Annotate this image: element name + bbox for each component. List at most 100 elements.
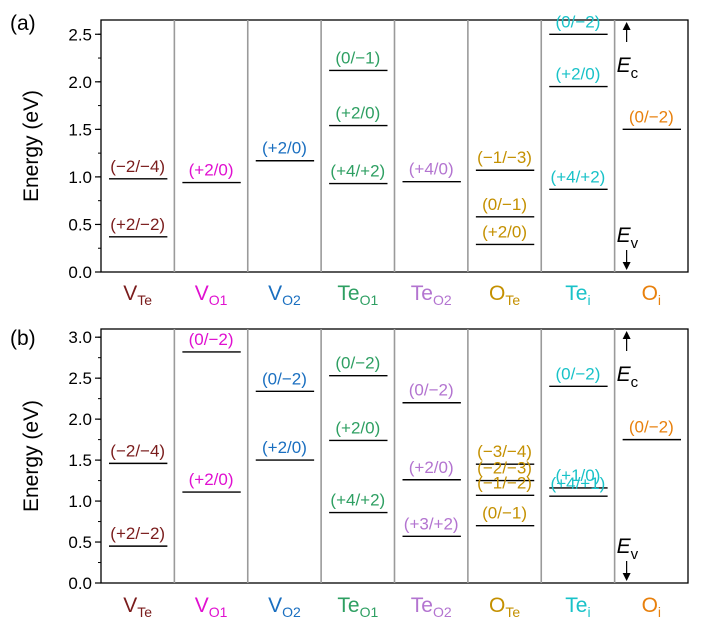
y-tick-label: 2.5 xyxy=(68,369,92,388)
y-tick-label: 0.0 xyxy=(68,263,92,282)
category-name: V xyxy=(195,282,209,305)
y-tick-label: 0.5 xyxy=(68,215,92,234)
category-label-4: TeO2 xyxy=(411,594,452,620)
y-tick-label: 0.5 xyxy=(68,533,92,552)
category-label-7: Oi xyxy=(642,282,661,308)
y-tick-label: 3.0 xyxy=(68,328,92,347)
y-tick-label: 0.0 xyxy=(68,574,92,593)
cbm-symbol: E xyxy=(617,363,632,386)
category-label-3: TeO1 xyxy=(337,594,378,620)
level-label: (+4/+2) xyxy=(330,162,385,181)
level-label: (+2/0) xyxy=(409,458,454,477)
level-label: (+4/0) xyxy=(409,160,454,179)
level-label: (−2/−4) xyxy=(110,441,165,460)
level-label: (+3/+2) xyxy=(404,514,459,533)
y-tick-label: 1.5 xyxy=(68,451,92,470)
category-name: Te xyxy=(565,282,587,305)
panel-label: (a) xyxy=(10,12,36,35)
category-label-0: VTe xyxy=(123,594,152,620)
category-subscript: i xyxy=(658,292,661,308)
category-label-2: VO2 xyxy=(268,282,301,308)
category-label-4: TeO2 xyxy=(411,282,452,308)
category-subscript: Te xyxy=(505,604,520,620)
level-label: (0/−2) xyxy=(262,369,307,388)
category-name: Te xyxy=(411,282,433,305)
level-label: (0/−2) xyxy=(409,381,454,400)
y-axis-label: Energy (eV) xyxy=(20,400,43,512)
vbm-symbol: E xyxy=(617,224,632,247)
level-label: (0/−2) xyxy=(335,354,380,373)
category-name: Te xyxy=(337,594,359,617)
category-label-7: Oi xyxy=(642,594,661,620)
level-label: (−1/−2) xyxy=(477,473,532,492)
y-tick-label: 2.5 xyxy=(68,25,92,44)
level-label: (+2/−2) xyxy=(110,524,165,543)
category-subscript: O2 xyxy=(433,292,452,308)
category-subscript: Te xyxy=(505,292,520,308)
category-label-1: VO1 xyxy=(195,282,228,308)
category-name: V xyxy=(123,594,137,617)
y-axis-label: Energy (eV) xyxy=(20,90,43,202)
category-subscript: O2 xyxy=(282,292,301,308)
level-label: (0/−2) xyxy=(555,364,600,383)
level-label: (−2/−4) xyxy=(110,157,165,176)
category-name: Te xyxy=(565,594,587,617)
level-label: (+2/0) xyxy=(335,418,380,437)
category-subscript: i xyxy=(587,604,590,620)
y-tick-label: 1.0 xyxy=(68,492,92,511)
vbm-arrow-icon xyxy=(622,262,631,270)
level-label: (+1/0) xyxy=(555,466,600,485)
category-label-5: OTe xyxy=(489,594,520,620)
category-name: O xyxy=(642,594,658,617)
y-tick-label: 1.0 xyxy=(68,168,92,187)
category-subscript: O1 xyxy=(209,292,228,308)
level-label: (+2/0) xyxy=(482,222,527,241)
category-label-6: Tei xyxy=(565,282,590,308)
level-label: (+2/0) xyxy=(262,139,307,158)
category-name: Te xyxy=(411,594,433,617)
level-label: (0/−2) xyxy=(189,330,234,349)
category-subscript: Te xyxy=(137,292,152,308)
category-name: V xyxy=(268,594,282,617)
level-label: (+2/0) xyxy=(189,161,234,180)
level-label: (+4/+1) xyxy=(551,474,606,493)
level-label: (+2/0) xyxy=(262,438,307,457)
level-label: (+4/+2) xyxy=(330,491,385,510)
y-tick-label: 1.5 xyxy=(68,120,92,139)
vbm-symbol: E xyxy=(617,535,632,558)
level-label: (+2/0) xyxy=(189,470,234,489)
category-label-6: Tei xyxy=(565,594,590,620)
vbm-arrow-icon xyxy=(622,573,631,581)
cbm-symbol: E xyxy=(617,54,632,77)
panel-label: (b) xyxy=(10,327,36,350)
category-subscript: O1 xyxy=(360,292,379,308)
category-label-2: VO2 xyxy=(268,594,301,620)
level-label: (0/−2) xyxy=(629,418,674,437)
cbm-label: Ec xyxy=(617,363,639,391)
cbm-arrow-icon xyxy=(622,331,631,339)
cbm-label: Ec xyxy=(617,54,639,82)
category-subscript: i xyxy=(587,292,590,308)
vbm-label: Ev xyxy=(617,224,639,252)
category-label-5: OTe xyxy=(489,282,520,308)
category-name: V xyxy=(268,282,282,305)
category-label-1: VO1 xyxy=(195,594,228,620)
level-label: (0/−2) xyxy=(555,12,600,31)
level-label: (+2/0) xyxy=(335,104,380,123)
category-subscript: Te xyxy=(137,604,152,620)
category-name: O xyxy=(489,282,505,305)
category-name: Te xyxy=(337,282,359,305)
category-name: V xyxy=(195,594,209,617)
category-subscript: i xyxy=(658,604,661,620)
category-subscript: O2 xyxy=(282,604,301,620)
level-label: (+4/+2) xyxy=(551,167,606,186)
y-tick-label: 2.0 xyxy=(68,410,92,429)
category-name: O xyxy=(489,594,505,617)
level-label: (0/−1) xyxy=(335,48,380,67)
level-label: (0/−1) xyxy=(482,504,527,523)
level-label: (0/−2) xyxy=(629,107,674,126)
level-label: (+2/−2) xyxy=(110,215,165,234)
